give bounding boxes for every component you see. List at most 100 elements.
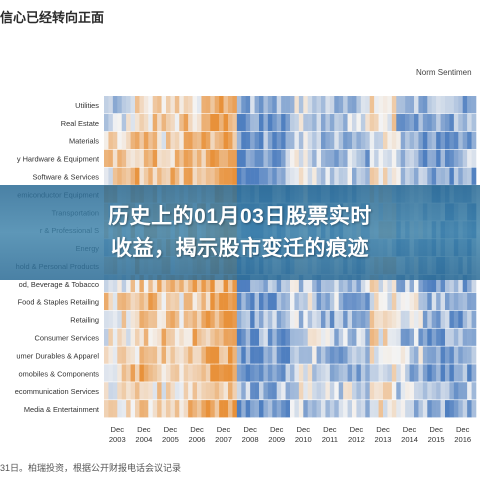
heatmap-cell (272, 131, 278, 150)
heatmap-cell (316, 310, 322, 328)
heatmap-cell (431, 292, 437, 311)
heatmap-cell (431, 131, 437, 150)
heatmap-cell (259, 292, 264, 311)
heatmap-cell (245, 274, 251, 293)
heatmap-cell (139, 346, 145, 364)
heatmap-cell (135, 346, 140, 364)
heatmap-cell (334, 364, 340, 382)
x-tick-year: 2003 (109, 435, 126, 444)
heatmap-cell (223, 292, 229, 311)
heatmap-cell (334, 346, 340, 364)
heatmap-cell (343, 292, 348, 311)
heatmap-cell (104, 328, 109, 346)
x-tick-year: 2007 (215, 435, 232, 444)
heatmap-cell (462, 274, 468, 293)
heatmap-cell (214, 400, 220, 418)
heatmap-cell (436, 400, 441, 418)
headline-line-1: 历史上的01月03日股票实时 (108, 204, 372, 228)
heatmap-cell (232, 292, 238, 311)
heatmap-cell (387, 400, 393, 418)
heatmap-cell (161, 346, 167, 364)
heatmap-cell (343, 167, 348, 185)
heatmap-cell (281, 274, 286, 293)
heatmap-cell (307, 113, 313, 132)
heatmap-cell (445, 149, 450, 167)
heatmap-cell (307, 328, 313, 346)
heatmap-cell (352, 113, 357, 132)
heatmap-cell (396, 310, 402, 328)
heatmap-cell (453, 113, 459, 132)
heatmap-cell (174, 113, 180, 132)
heatmap-cell (232, 364, 238, 382)
heatmap-cell (391, 400, 397, 418)
heatmap-cell (374, 292, 379, 311)
heatmap-cell (445, 382, 450, 400)
heatmap-cell (449, 310, 455, 328)
heatmap-cell (405, 149, 410, 167)
heatmap-cell (360, 274, 366, 293)
heatmap-cell (126, 149, 131, 167)
heatmap-cell (356, 274, 362, 293)
heatmap-cell (347, 131, 353, 150)
heatmap-cell (254, 167, 260, 185)
heatmap-cell (276, 328, 282, 346)
heatmap-cell (104, 167, 109, 185)
heatmap-cell (126, 113, 131, 132)
heatmap-cell (471, 364, 477, 382)
heatmap-cell (383, 328, 388, 346)
heatmap-cell (294, 400, 300, 418)
heatmap-cell (272, 346, 278, 364)
heatmap-cell (241, 364, 247, 382)
heatmap-cell (183, 400, 189, 418)
heatmap-cell (161, 292, 167, 311)
heatmap-cell (192, 328, 198, 346)
heatmap-cell (414, 113, 419, 132)
heatmap-cell (436, 274, 441, 293)
heatmap-cell (325, 328, 331, 346)
heatmap-cell (374, 149, 379, 167)
heatmap-cell (161, 96, 167, 114)
heatmap-cell (396, 400, 402, 418)
heatmap-cell (356, 113, 362, 132)
heatmap-cell (210, 346, 216, 364)
heatmap-cell (112, 400, 118, 418)
heatmap-cell (338, 382, 344, 400)
heatmap-cell (356, 346, 362, 364)
heatmap-cell (440, 346, 446, 364)
heatmap-cell (250, 382, 255, 400)
heatmap-cell (130, 131, 136, 150)
heatmap-cell (143, 149, 149, 167)
heatmap-cell (312, 149, 317, 167)
heatmap-cell (183, 96, 189, 114)
heatmap-cell (347, 328, 353, 346)
heatmap-cell (219, 274, 224, 293)
heatmap-cell (436, 310, 441, 328)
heatmap-cell (228, 346, 233, 364)
x-tick-year: 2014 (401, 435, 418, 444)
heatmap-cell (294, 96, 300, 114)
heatmap-cell (294, 292, 300, 311)
heatmap-cell (400, 131, 406, 150)
heatmap-cell (391, 382, 397, 400)
heatmap-cell (449, 292, 455, 311)
heatmap-cell (365, 364, 371, 382)
x-tick-month: Dec (137, 425, 151, 434)
heatmap-cell (281, 328, 286, 346)
heatmap-cell (126, 328, 131, 346)
heatmap-cell (422, 131, 428, 150)
heatmap-cell (183, 149, 189, 167)
heatmap-cell (298, 400, 304, 418)
heatmap-cell (347, 113, 353, 132)
heatmap-cell (228, 113, 233, 132)
heatmap-cell (250, 131, 255, 150)
heatmap-cell (130, 328, 136, 346)
heatmap-cell (281, 310, 286, 328)
heatmap-cell (294, 274, 300, 293)
heatmap-cell (436, 96, 441, 114)
heatmap-cell (108, 149, 114, 167)
heatmap-cell (179, 167, 185, 185)
heatmap-cell (267, 382, 273, 400)
heatmap-cell (409, 346, 415, 364)
heatmap-cell (263, 400, 269, 418)
heatmap-cell (197, 364, 202, 382)
